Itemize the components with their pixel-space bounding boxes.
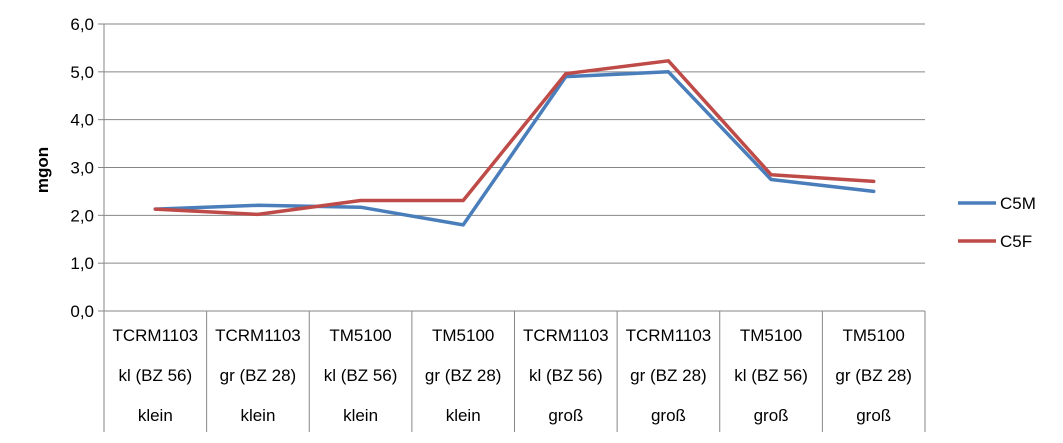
x-category-label: gr (BZ 28) xyxy=(220,366,297,385)
y-axis-title: mgon xyxy=(33,147,52,193)
x-category-label: gr (BZ 28) xyxy=(630,366,707,385)
x-category-label: kl (BZ 56) xyxy=(324,366,398,385)
x-category-label: TM5100 xyxy=(432,326,494,345)
x-category-label: groß xyxy=(754,406,789,425)
x-category-label: TM5100 xyxy=(740,326,802,345)
x-category-label: groß xyxy=(651,406,686,425)
y-tick-label: 5,0 xyxy=(70,63,94,82)
x-category-label: klein xyxy=(138,406,173,425)
y-tick-label: 6,0 xyxy=(70,15,94,34)
x-category-label: klein xyxy=(343,406,378,425)
x-category-label: TCRM1103 xyxy=(626,326,712,345)
x-category-label: TM5100 xyxy=(843,326,905,345)
x-category-label: klein xyxy=(240,406,275,425)
series-line-c5m xyxy=(153,70,876,227)
y-tick-label: 4,0 xyxy=(70,111,94,130)
gridlines xyxy=(104,23,925,264)
x-category-label: kl (BZ 56) xyxy=(734,366,808,385)
legend: C5M C5F xyxy=(958,194,1036,251)
x-category-label: klein xyxy=(446,406,481,425)
y-tick-label: 0,0 xyxy=(70,302,94,321)
x-category-label: groß xyxy=(548,406,583,425)
x-category-label: kl (BZ 56) xyxy=(118,366,192,385)
x-category-label: TCRM1103 xyxy=(112,326,198,345)
y-tick-label: 1,0 xyxy=(70,254,94,273)
x-category-label: TCRM1103 xyxy=(215,326,301,345)
x-category-label: gr (BZ 28) xyxy=(835,366,912,385)
y-tick-label: 2,0 xyxy=(70,206,94,225)
axes: 0,0 1,0 2,0 3,0 4,0 5,0 6,0 TCRM1103 kl (BZ 56) k… xyxy=(70,15,926,432)
x-category-label: TCRM1103 xyxy=(523,326,609,345)
x-category-label: kl (BZ 56) xyxy=(529,366,603,385)
x-category-label: TM5100 xyxy=(329,326,391,345)
legend-label-c5m: C5M xyxy=(1000,194,1036,213)
x-category-label: gr (BZ 28) xyxy=(425,366,502,385)
legend-label-c5f: C5F xyxy=(1000,232,1032,251)
series-lines xyxy=(153,59,876,227)
x-category-label: groß xyxy=(856,406,891,425)
y-tick-label: 3,0 xyxy=(70,159,94,178)
series-line-c5f xyxy=(153,59,876,217)
